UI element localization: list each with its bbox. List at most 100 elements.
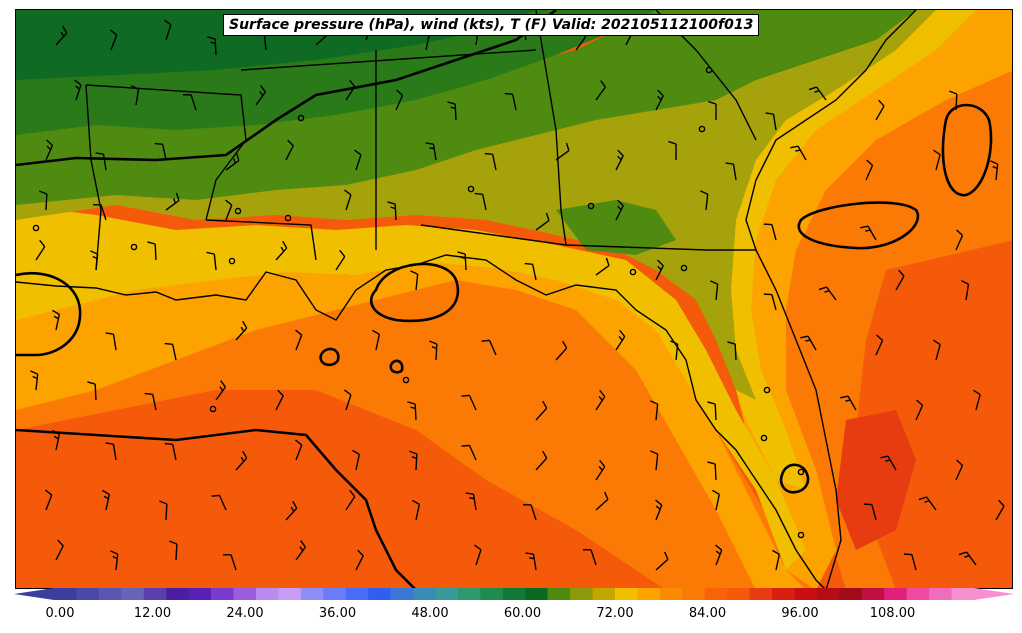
wind-barb bbox=[650, 450, 659, 471]
wind-barb bbox=[525, 552, 537, 571]
wind-barb bbox=[410, 270, 419, 291]
wind-barb bbox=[447, 101, 457, 121]
wind-barb bbox=[727, 341, 737, 361]
wind-barb bbox=[484, 152, 497, 171]
wind-barb bbox=[955, 229, 964, 251]
wind-barb bbox=[995, 499, 1005, 521]
wind-barb bbox=[481, 339, 497, 356]
wind-barb bbox=[39, 190, 48, 211]
wind-barb bbox=[235, 320, 248, 341]
isobar-gulf-high bbox=[370, 262, 460, 323]
wind-barb bbox=[207, 36, 217, 56]
colorbar-segment bbox=[457, 588, 481, 600]
colorbar-segment bbox=[54, 588, 77, 600]
wind-barb bbox=[700, 190, 709, 211]
colorbar-segment bbox=[211, 588, 235, 600]
wind-barb bbox=[35, 239, 46, 261]
wind-barb bbox=[915, 399, 924, 421]
colorbar-segment bbox=[98, 588, 122, 600]
wind-barb bbox=[895, 269, 905, 291]
wind-barb bbox=[159, 500, 168, 521]
wind-barb bbox=[412, 499, 421, 521]
wind-barb bbox=[670, 340, 679, 361]
wind-barb bbox=[504, 92, 517, 111]
colorbar-tick-label: 84.00 bbox=[688, 606, 727, 621]
colorbar-segment bbox=[76, 588, 100, 600]
wind-barb bbox=[860, 225, 877, 241]
calm-wind-circle bbox=[297, 114, 305, 122]
calm-wind-circle bbox=[130, 243, 138, 251]
wind-barb bbox=[465, 492, 477, 511]
wind-barb bbox=[707, 401, 717, 421]
isobar-north bbox=[16, 10, 557, 167]
wind-barb bbox=[90, 250, 99, 271]
wind-barb bbox=[863, 503, 877, 521]
wind-barb bbox=[105, 442, 117, 461]
colorbar-tick-labels: 0.00 12.00 24.00 36.00 48.00 60.00 72.00 84.00 9… bbox=[0, 606, 1022, 626]
wind-barb bbox=[583, 549, 597, 566]
wind-barb bbox=[275, 240, 288, 261]
wind-barb bbox=[973, 389, 981, 411]
atlantic-coastal-warm bbox=[726, 10, 1012, 588]
colorbar-tick-label: 24.00 bbox=[226, 606, 264, 621]
wind-barb bbox=[808, 86, 827, 101]
colorbar-segment bbox=[390, 588, 414, 600]
colorbar-segment bbox=[323, 588, 347, 600]
colorbar-segment bbox=[300, 588, 324, 600]
colorbar-tick-label: 12.00 bbox=[133, 606, 172, 621]
colorbar-segment bbox=[727, 588, 751, 600]
tx-la-border bbox=[85, 84, 102, 271]
wind-barb bbox=[154, 142, 167, 161]
wind-barb bbox=[395, 89, 404, 111]
wind-barb bbox=[147, 241, 157, 261]
wind-barb bbox=[955, 459, 964, 481]
colorbar-segment bbox=[480, 588, 504, 600]
calm-wind-circles bbox=[32, 66, 805, 539]
wind-barb bbox=[535, 400, 548, 421]
wind-barb bbox=[875, 334, 884, 356]
wind-barb bbox=[295, 329, 303, 351]
colorbar-left-extend bbox=[14, 588, 54, 600]
wind-barb bbox=[990, 160, 999, 181]
wind-barb bbox=[345, 79, 356, 101]
wind-barb bbox=[74, 79, 82, 101]
wind-barb bbox=[225, 152, 240, 171]
wind-barb bbox=[223, 554, 237, 571]
wind-barb bbox=[725, 162, 737, 181]
wind-barb bbox=[93, 204, 107, 221]
colorbar-segment bbox=[749, 588, 773, 600]
wind-barb bbox=[790, 145, 807, 161]
calm-wind-circle bbox=[629, 268, 637, 276]
colorbar-segment bbox=[278, 588, 302, 600]
wind-barb bbox=[461, 444, 477, 461]
wind-barb bbox=[595, 80, 606, 101]
wind-barb bbox=[225, 199, 233, 221]
colorbar-segment bbox=[525, 588, 549, 600]
colorbar-segment bbox=[861, 588, 885, 600]
wind-barb bbox=[655, 551, 669, 571]
colorbar-tick-label: 36.00 bbox=[318, 606, 357, 621]
wind-barb bbox=[372, 329, 381, 351]
wind-barb bbox=[918, 496, 937, 511]
wind-barb bbox=[763, 293, 777, 311]
isobar-west-loop bbox=[16, 271, 82, 357]
colorbar-segment bbox=[794, 588, 818, 600]
wind-barb bbox=[933, 339, 941, 361]
green-patch-ga bbox=[556, 200, 676, 255]
colorbar-tick-label: 108.00 bbox=[869, 606, 916, 621]
calm-wind-circle bbox=[209, 405, 217, 413]
wind-barb bbox=[169, 540, 178, 561]
wind-barb bbox=[387, 201, 397, 221]
wind-barb bbox=[712, 489, 721, 511]
colorbar-segment bbox=[816, 588, 840, 600]
colorbar-segment bbox=[682, 588, 706, 600]
colorbar-segment bbox=[570, 588, 594, 600]
wind-barb bbox=[285, 500, 298, 521]
wind-barb bbox=[903, 553, 917, 571]
calm-wind-circle bbox=[32, 224, 40, 232]
calm-wind-circle bbox=[587, 202, 595, 210]
coastal-yellow-band bbox=[16, 205, 806, 570]
isobar-florida-small bbox=[779, 463, 810, 494]
isobars bbox=[16, 10, 993, 588]
calm-wind-circle bbox=[234, 207, 242, 215]
